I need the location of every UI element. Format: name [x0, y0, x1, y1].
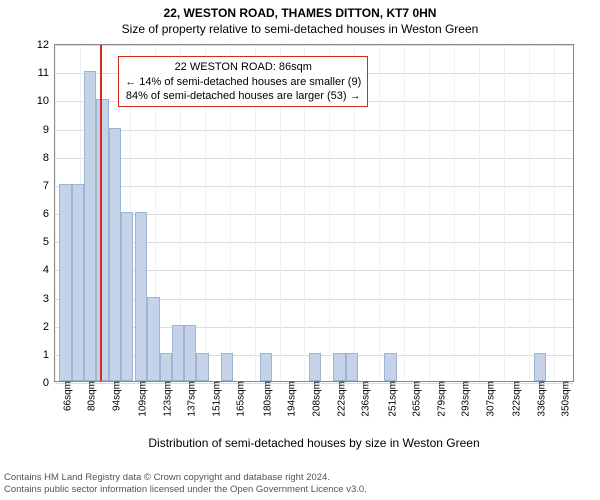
gridline-v	[429, 45, 430, 381]
histogram-bar	[172, 325, 184, 381]
annotation-line2: ← 14% of semi-detached houses are smalle…	[125, 75, 361, 89]
y-tick-label: 11	[38, 67, 55, 79]
annotation-box: 22 WESTON ROAD: 86sqm← 14% of semi-detac…	[118, 56, 368, 107]
y-tick-label: 6	[43, 208, 55, 220]
y-tick-label: 9	[43, 124, 55, 136]
histogram-bar	[59, 184, 71, 381]
y-tick-label: 3	[43, 293, 55, 305]
annotation-line1: 22 WESTON ROAD: 86sqm	[125, 60, 361, 74]
gridline-v	[55, 45, 56, 381]
x-tick-label: 194sqm	[283, 381, 298, 417]
x-tick-label: 236sqm	[357, 381, 372, 417]
x-tick-label: 123sqm	[158, 381, 173, 417]
y-tick-label: 4	[43, 264, 55, 276]
footer-line2: Contains public sector information licen…	[4, 484, 367, 496]
y-tick-label: 10	[37, 95, 55, 107]
y-tick-label: 12	[37, 39, 55, 51]
gridline-v	[479, 45, 480, 381]
y-tick-label: 0	[43, 377, 55, 389]
histogram-bar	[184, 325, 196, 381]
y-tick-label: 2	[43, 321, 55, 333]
gridline-v	[454, 45, 455, 381]
histogram-bar	[221, 353, 233, 381]
histogram-bar	[147, 297, 159, 382]
histogram-bar	[196, 353, 208, 381]
gridline-v	[504, 45, 505, 381]
x-tick-label: 66sqm	[58, 381, 73, 411]
y-tick-label: 1	[43, 349, 55, 361]
histogram-bar	[333, 353, 345, 381]
histogram-bar	[72, 184, 84, 381]
x-tick-label: 251sqm	[383, 381, 398, 417]
x-tick-label: 307sqm	[481, 381, 496, 417]
chart-subtitle: Size of property relative to semi-detach…	[0, 20, 600, 36]
x-tick-label: 151sqm	[207, 381, 222, 417]
footer-line1: Contains HM Land Registry data © Crown c…	[4, 472, 367, 484]
x-tick-label: 109sqm	[134, 381, 149, 417]
gridline-v	[554, 45, 555, 381]
histogram-bar	[384, 353, 396, 381]
x-tick-label: 80sqm	[83, 381, 98, 411]
chart-title: 22, WESTON ROAD, THAMES DITTON, KT7 0HN	[0, 0, 600, 20]
x-tick-label: 350sqm	[557, 381, 572, 417]
x-tick-label: 94sqm	[107, 381, 122, 411]
y-tick-label: 7	[43, 180, 55, 192]
histogram-bar	[160, 353, 172, 381]
gridline-v	[404, 45, 405, 381]
gridline-h	[55, 158, 573, 159]
marker-line	[100, 45, 102, 381]
x-tick-label: 279sqm	[432, 381, 447, 417]
histogram-bar	[135, 212, 147, 381]
x-tick-label: 322sqm	[508, 381, 523, 417]
histogram-bar	[109, 128, 121, 382]
gridline-v	[529, 45, 530, 381]
x-tick-label: 137sqm	[183, 381, 198, 417]
histogram-bar	[346, 353, 358, 381]
histogram-bar	[534, 353, 546, 381]
footer-attribution: Contains HM Land Registry data © Crown c…	[4, 472, 367, 496]
gridline-v	[379, 45, 380, 381]
x-tick-label: 293sqm	[457, 381, 472, 417]
x-tick-label: 265sqm	[408, 381, 423, 417]
x-tick-label: 222sqm	[332, 381, 347, 417]
x-axis-label-wrap: Distribution of semi-detached houses by …	[54, 430, 574, 450]
x-tick-label: 336sqm	[532, 381, 547, 417]
y-tick-label: 5	[43, 236, 55, 248]
gridline-h	[55, 130, 573, 131]
gridline-h	[55, 186, 573, 187]
histogram-bar	[260, 353, 272, 381]
histogram-bar	[121, 212, 133, 381]
histogram-bar	[309, 353, 321, 381]
x-tick-label: 165sqm	[232, 381, 247, 417]
plot-area: 012345678910111266sqm80sqm94sqm109sqm123…	[54, 44, 574, 382]
x-tick-label: 180sqm	[258, 381, 273, 417]
gridline-h	[55, 45, 573, 46]
histogram-bar	[96, 99, 108, 381]
histogram-bar	[84, 71, 96, 381]
annotation-line3: 84% of semi-detached houses are larger (…	[125, 89, 361, 103]
x-tick-label: 208sqm	[308, 381, 323, 417]
chart-container: 22, WESTON ROAD, THAMES DITTON, KT7 0HN …	[0, 0, 600, 500]
x-axis-label: Distribution of semi-detached houses by …	[54, 436, 574, 450]
y-tick-label: 8	[43, 152, 55, 164]
